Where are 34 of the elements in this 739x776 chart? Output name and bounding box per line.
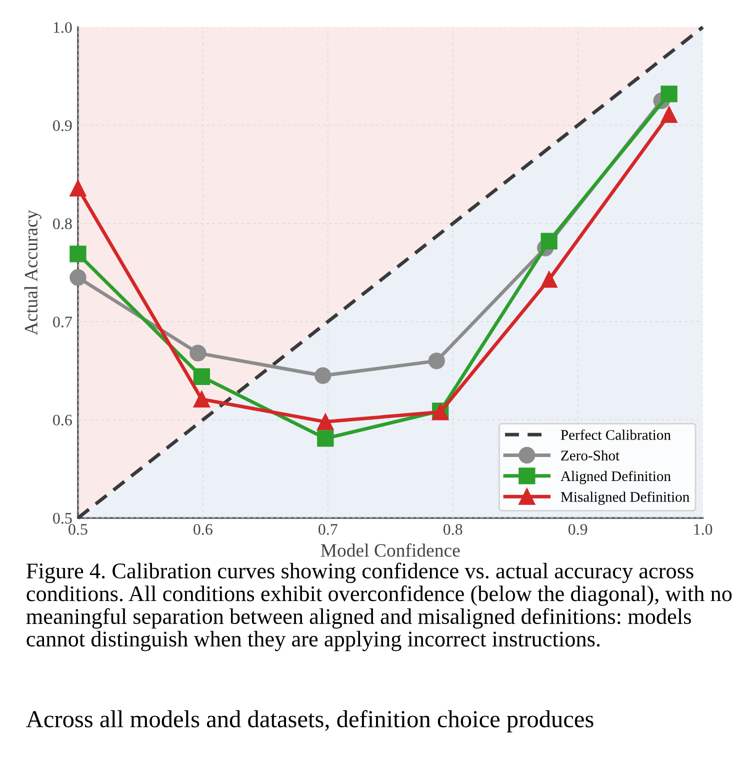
point xyxy=(660,106,678,123)
point xyxy=(70,246,86,262)
x-axis-title: Model Confidence xyxy=(320,543,460,557)
y-tick-label: 0.9 xyxy=(53,120,72,132)
point xyxy=(70,180,86,196)
y-axis-title: Actual Accuracy xyxy=(24,210,42,336)
y-tick-label: 0.5 xyxy=(53,512,72,524)
legend-label: Zero-Shot xyxy=(561,450,620,460)
x-tick-label: 0.8 xyxy=(443,524,462,535)
x-tick-label: 1.0 xyxy=(694,524,712,535)
legend-label: Perfect Calibration xyxy=(560,429,671,440)
x-tick-label: 0.9 xyxy=(568,524,588,535)
point xyxy=(660,86,678,102)
point xyxy=(428,352,445,370)
legend-label: Aligned Definition xyxy=(560,470,671,484)
y-tick-label: 0.8 xyxy=(53,218,72,230)
point xyxy=(317,413,334,430)
y-tick-label: 1.0 xyxy=(54,22,72,33)
caption: Figure 4. Calibration curves showing confidence vs. actual accuracy across conditions. All conditions exhibit overconfidence (below the diagonal), with no meaningful separation between aligned and misaligned definitions: models cannot distinguish when they are applying incorrect instructions. xyxy=(26,562,732,652)
x-tick-label: 0.7 xyxy=(318,524,338,535)
point xyxy=(314,367,332,384)
y-tick-label: 0.6 xyxy=(53,414,72,426)
y-tick-label: 0.7 xyxy=(53,316,72,328)
legend-label: Misaligned Definition xyxy=(560,491,690,505)
point xyxy=(193,390,210,408)
point xyxy=(540,232,558,250)
point xyxy=(540,271,558,288)
x-tick-label: 0.5 xyxy=(68,524,88,535)
point xyxy=(193,368,210,385)
point xyxy=(317,430,334,447)
point xyxy=(70,269,86,286)
text: Across all models and datasets, definition choice produces xyxy=(26,710,594,732)
point xyxy=(190,344,206,362)
x-tick-label: 0.6 xyxy=(194,524,212,535)
